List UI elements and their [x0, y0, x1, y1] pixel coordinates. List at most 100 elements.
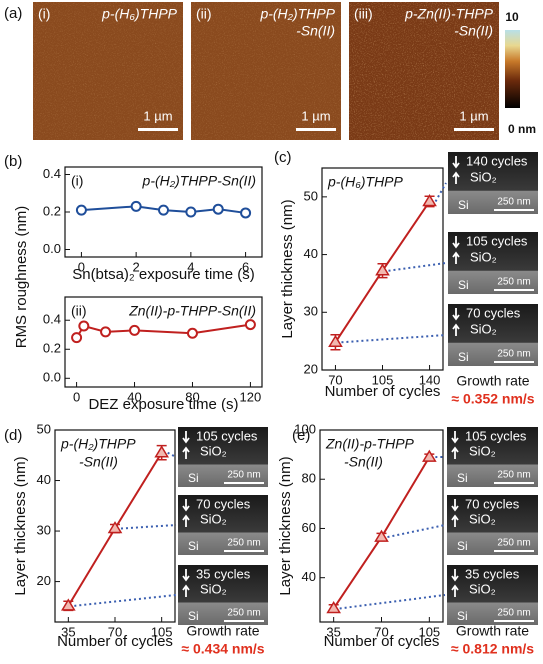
sem-layer: SiO₂ — [470, 321, 497, 336]
sem-layer: SiO₂ — [469, 512, 496, 527]
panel-label: (a) — [4, 5, 22, 22]
afm-label: -Sn(II) — [454, 23, 493, 39]
x-tick-label: 4 — [187, 259, 194, 274]
afm-grain — [191, 2, 341, 140]
x-tick-label: 0 — [78, 259, 85, 274]
sem-substrate: Si — [457, 539, 468, 553]
sem-layer: SiO₂ — [200, 444, 227, 459]
afm-index: (iii) — [354, 6, 373, 22]
sem-substrate: Si — [457, 609, 468, 623]
afm-grain — [349, 2, 499, 140]
marker — [374, 529, 389, 542]
link-arrow — [341, 334, 447, 344]
colorbar-max: 10 — [505, 10, 519, 24]
x-axis-label: Number of cycles — [325, 383, 441, 400]
chart-title: Zn(II)-p-THPP — [325, 436, 415, 452]
x-axis-label: Number of cycles — [324, 633, 440, 650]
interface-arrows — [182, 569, 190, 597]
scale-bar — [494, 620, 534, 622]
sem-image — [448, 152, 538, 214]
y-tick-label: 0.0 — [43, 241, 61, 256]
marker — [186, 327, 198, 339]
chart-title: Zn(II)-p-THPP-Sn(II) — [128, 303, 256, 319]
scale-bar — [494, 289, 534, 291]
y-tick-label: 40 — [302, 569, 316, 584]
panel-label: (e) — [292, 427, 310, 444]
y-tick-label: 100 — [294, 421, 316, 436]
sem-cycles: 35 cycles — [465, 566, 520, 581]
sem-image — [447, 565, 538, 625]
y-axis-label: Layer thickness (nm) — [277, 456, 294, 595]
marker — [107, 521, 123, 534]
x-tick-label: 6 — [242, 259, 249, 274]
sem-layer: SiO₂ — [470, 249, 497, 264]
afm-index: (ii) — [196, 6, 212, 22]
marker — [212, 203, 224, 215]
sem-scale: 250 nm — [227, 470, 260, 481]
x-axis-label: Sn(btsa)₂ exposure time (s) — [72, 266, 255, 283]
chart-title: -Sn(II) — [344, 454, 383, 470]
x-tick-label: 70 — [374, 624, 388, 639]
sem-image — [447, 427, 538, 487]
link-arrow — [387, 524, 446, 539]
link-arrow — [74, 594, 177, 607]
sem-layer: SiO₂ — [200, 512, 227, 527]
afm-grain — [33, 2, 183, 140]
panel-label: (d) — [4, 427, 22, 444]
y-tick-label: 50 — [304, 188, 318, 203]
x-axis-label: Number of cycles — [57, 633, 173, 650]
y-tick-label: 50 — [37, 421, 51, 436]
x-tick-label: 70 — [108, 624, 122, 639]
sem-image — [178, 427, 268, 487]
x-tick-label: 70 — [328, 372, 342, 387]
sem-scale: 250 nm — [227, 538, 260, 549]
marker — [78, 320, 90, 332]
chart-title: p-(H₂)THPP-Sn(II) — [142, 173, 256, 189]
afm-label: p-(H₆)THPP — [101, 6, 178, 22]
marker — [130, 200, 142, 212]
interface-arrows — [452, 308, 460, 336]
sem-scale: 250 nm — [497, 349, 530, 360]
sub-label: (ii) — [71, 303, 87, 319]
marker — [158, 204, 169, 216]
afm-label: p-(H₂)THPP — [259, 6, 335, 22]
sem-cycles: 105 cycles — [466, 233, 528, 248]
scale-bar — [224, 620, 264, 622]
sub-label: (i) — [71, 173, 83, 189]
sem-layer: SiO₂ — [470, 169, 497, 184]
sem-scale: 250 nm — [497, 608, 530, 619]
y-tick-label: 30 — [304, 304, 318, 319]
sem-image — [178, 565, 268, 625]
growth-rate: ≈ 0.434 nm/s — [181, 641, 264, 657]
link-arrow — [120, 524, 177, 530]
plot-frame — [64, 296, 263, 388]
marker — [326, 601, 341, 614]
chart-title: -Sn(II) — [79, 454, 118, 470]
y-axis-label: Layer thickness (nm) — [279, 199, 296, 338]
scale-bar — [224, 482, 264, 484]
y-tick-label: 40 — [304, 246, 318, 261]
panel-label: (b) — [4, 153, 22, 170]
marker — [240, 207, 252, 219]
scale-bar — [494, 361, 534, 363]
sem-substrate: Si — [458, 278, 469, 292]
interface-arrows — [451, 569, 459, 597]
interface-arrows — [182, 499, 190, 527]
y-tick-label: 0.2 — [43, 341, 61, 356]
scale-bar — [494, 550, 534, 552]
x-tick-label: 2 — [133, 259, 140, 274]
sem-cycles: 70 cycles — [465, 496, 520, 511]
interface-arrows — [452, 156, 460, 184]
scale-bar — [494, 209, 534, 211]
y-tick-label: 0.4 — [43, 166, 61, 181]
sem-cycles: 70 cycles — [466, 305, 521, 320]
marker — [75, 204, 87, 216]
x-tick-label: 35 — [61, 624, 75, 639]
sem-scale: 250 nm — [227, 608, 260, 619]
chart-title: p-(H₂)THPP — [60, 436, 136, 452]
sem-substrate: Si — [188, 609, 199, 623]
colorbar — [505, 30, 520, 108]
scale-label: 1 µm — [459, 108, 488, 123]
y-tick-label: 0.2 — [43, 203, 61, 218]
marker — [71, 332, 83, 344]
